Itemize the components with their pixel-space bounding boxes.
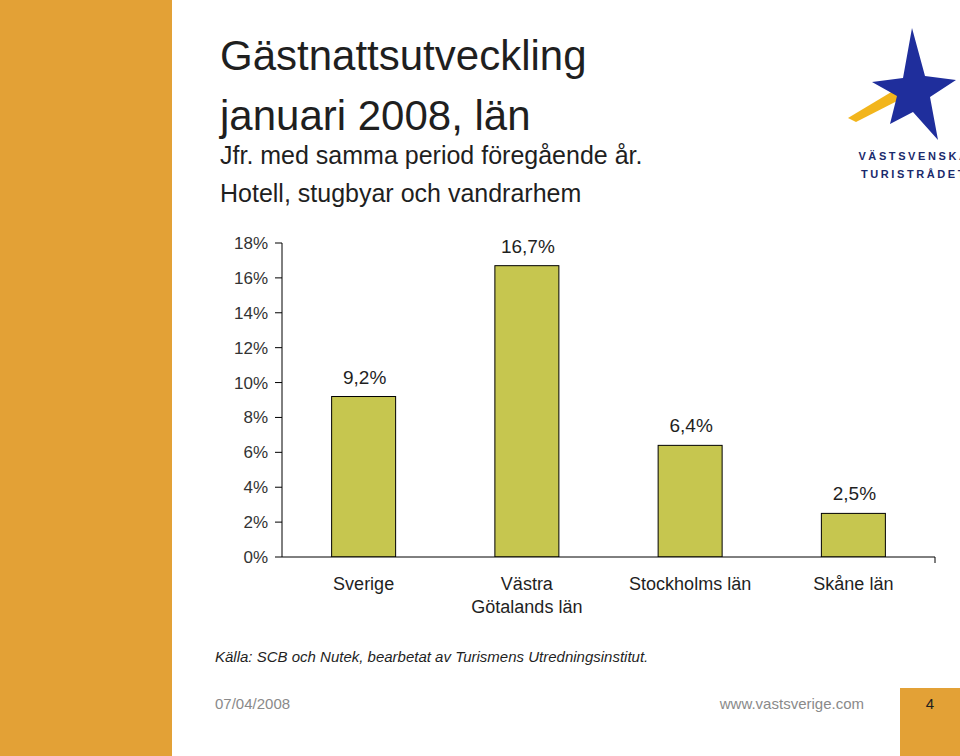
y-tick-label: 16%: [234, 269, 268, 288]
x-axis: [282, 557, 935, 558]
source: Källa: SCB och Nutek, bearbetat av Turis…: [215, 648, 648, 665]
x-tick-label: Västra Götalands län: [471, 574, 582, 617]
logo-star: [872, 28, 956, 140]
y-tick: [275, 243, 282, 244]
y-tick-label: 0%: [243, 548, 268, 567]
subtitle: Hotell, stugbyar och vandrarhem: [220, 179, 581, 207]
y-tick: [275, 312, 282, 313]
x-axis-end: [935, 557, 936, 563]
y-tick-label: 12%: [234, 339, 268, 358]
y-tick-label: 8%: [243, 408, 268, 427]
y-tick: [275, 417, 282, 418]
x-tick-label-line: Västra: [501, 574, 554, 594]
bar: [495, 266, 559, 557]
y-tick: [275, 382, 282, 383]
y-tick-label: 4%: [243, 478, 268, 497]
y-tick: [275, 277, 282, 278]
subtitle: Jfr. med samma period föregående år.: [220, 141, 642, 169]
data-label: 9,2%: [343, 367, 386, 388]
title: januari 2008, län: [218, 92, 531, 139]
x-tick-label: Sverige: [333, 574, 394, 594]
bar: [821, 513, 885, 557]
y-tick-label: 14%: [234, 304, 268, 323]
data-label: 16,7%: [501, 236, 555, 257]
data-label: 2,5%: [833, 483, 876, 504]
x-tick-label-line: Götalands län: [471, 597, 582, 617]
y-axis: [282, 243, 283, 557]
y-tick-label: 18%: [234, 234, 268, 253]
bar: [658, 445, 722, 557]
y-tick-label: 6%: [243, 443, 268, 462]
side-band: [0, 0, 172, 756]
y-tick: [275, 557, 282, 558]
title: Gästnattsutveckling: [220, 32, 587, 79]
bar: [332, 397, 396, 557]
logo-text: VÄSTSVENSKA: [858, 150, 960, 162]
page-number: 4: [926, 695, 934, 712]
y-tick: [275, 522, 282, 523]
page-box: [900, 688, 960, 756]
y-tick-label: 2%: [243, 513, 268, 532]
footer-url: www.vastsverige.com: [719, 695, 864, 712]
logo-text: TURISTRÅDET: [861, 168, 960, 180]
x-tick-label: Stockholms län: [629, 574, 751, 594]
data-label: 6,4%: [669, 415, 712, 436]
y-tick: [275, 452, 282, 453]
y-tick: [275, 487, 282, 488]
slide: Gästnattsutveckling januari 2008, länJfr.…: [0, 0, 960, 756]
footer-date: 07/04/2008: [215, 695, 290, 712]
x-tick-label: Skåne län: [813, 574, 893, 594]
y-tick-label: 10%: [234, 374, 268, 393]
y-tick: [275, 347, 282, 348]
background: [0, 0, 960, 756]
bars: [332, 266, 886, 557]
